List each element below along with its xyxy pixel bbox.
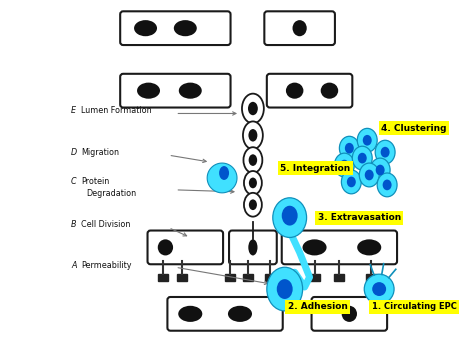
Ellipse shape <box>357 239 381 255</box>
Ellipse shape <box>248 102 258 115</box>
Ellipse shape <box>282 206 298 226</box>
Ellipse shape <box>244 171 262 195</box>
Text: E: E <box>71 106 76 115</box>
Ellipse shape <box>248 239 257 255</box>
Ellipse shape <box>321 82 338 99</box>
Ellipse shape <box>357 128 377 152</box>
FancyBboxPatch shape <box>120 74 230 108</box>
FancyBboxPatch shape <box>120 11 230 45</box>
Ellipse shape <box>340 160 349 170</box>
Bar <box>243 274 253 281</box>
Bar <box>158 274 168 281</box>
Ellipse shape <box>243 121 263 149</box>
Bar <box>310 274 319 281</box>
FancyBboxPatch shape <box>167 297 283 331</box>
Text: 5. Integration: 5. Integration <box>281 164 351 172</box>
FancyBboxPatch shape <box>229 230 277 264</box>
Bar <box>366 274 376 281</box>
Ellipse shape <box>249 154 257 166</box>
Ellipse shape <box>242 93 264 124</box>
Ellipse shape <box>376 165 384 175</box>
Text: D: D <box>71 148 77 157</box>
Ellipse shape <box>365 170 374 180</box>
Ellipse shape <box>267 267 302 311</box>
Bar <box>177 274 187 281</box>
Text: Permeability: Permeability <box>81 261 131 270</box>
Text: A: A <box>71 261 76 270</box>
Text: Protein: Protein <box>81 177 109 186</box>
Ellipse shape <box>174 20 197 36</box>
Ellipse shape <box>375 140 395 164</box>
Ellipse shape <box>244 193 262 217</box>
Ellipse shape <box>352 146 372 170</box>
FancyBboxPatch shape <box>267 74 352 108</box>
Ellipse shape <box>370 158 390 182</box>
Ellipse shape <box>347 177 356 187</box>
Bar <box>335 274 345 281</box>
Bar <box>265 274 275 281</box>
Ellipse shape <box>383 179 392 190</box>
Ellipse shape <box>249 199 257 210</box>
Text: Migration: Migration <box>81 148 119 157</box>
Ellipse shape <box>339 136 359 160</box>
Ellipse shape <box>137 82 160 99</box>
FancyBboxPatch shape <box>282 230 397 264</box>
Ellipse shape <box>377 173 397 197</box>
Ellipse shape <box>244 147 262 173</box>
Text: 1. Circulating EPC: 1. Circulating EPC <box>372 303 456 312</box>
Ellipse shape <box>363 135 372 146</box>
Ellipse shape <box>342 306 357 322</box>
Ellipse shape <box>335 153 354 177</box>
Ellipse shape <box>345 143 354 154</box>
Text: 2. Adhesion: 2. Adhesion <box>288 303 347 312</box>
Bar <box>225 274 235 281</box>
Ellipse shape <box>219 166 229 180</box>
Ellipse shape <box>372 282 386 296</box>
Ellipse shape <box>359 163 379 187</box>
Text: Cell Division: Cell Division <box>81 220 130 229</box>
Ellipse shape <box>341 170 361 194</box>
FancyBboxPatch shape <box>147 230 223 264</box>
FancyBboxPatch shape <box>311 297 387 331</box>
Text: Lumen Formation: Lumen Formation <box>81 106 152 115</box>
Text: 3. Extravasation: 3. Extravasation <box>318 213 401 222</box>
Ellipse shape <box>248 129 257 141</box>
Polygon shape <box>207 163 237 193</box>
Ellipse shape <box>134 20 157 36</box>
Ellipse shape <box>273 198 307 237</box>
Ellipse shape <box>179 82 202 99</box>
Ellipse shape <box>381 147 390 158</box>
Ellipse shape <box>228 306 252 322</box>
Ellipse shape <box>178 306 202 322</box>
FancyBboxPatch shape <box>264 11 335 45</box>
Ellipse shape <box>158 239 173 255</box>
Ellipse shape <box>277 279 292 299</box>
Ellipse shape <box>249 178 257 188</box>
Text: 4. Clustering: 4. Clustering <box>381 124 447 133</box>
Ellipse shape <box>364 274 394 304</box>
Text: C: C <box>71 177 77 186</box>
Text: Degradation: Degradation <box>86 189 136 198</box>
Text: B: B <box>71 220 76 229</box>
Ellipse shape <box>358 153 367 164</box>
Ellipse shape <box>292 20 307 36</box>
Ellipse shape <box>286 82 303 99</box>
Ellipse shape <box>302 239 327 255</box>
